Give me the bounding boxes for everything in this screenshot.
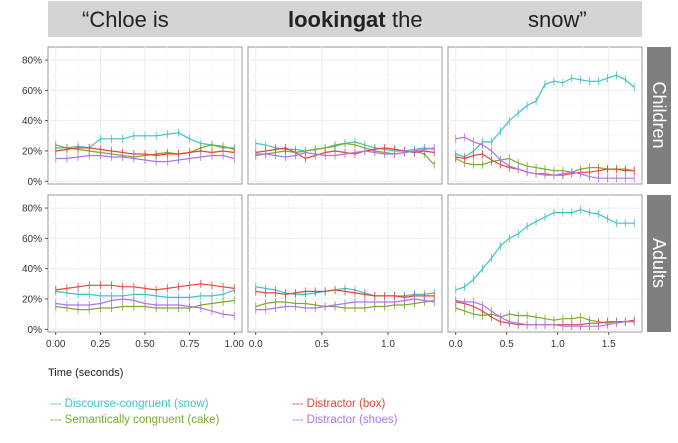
x-tick-label: 0.75 xyxy=(180,339,200,350)
panel-adults-3 xyxy=(447,194,643,333)
series-discourse-congruent-snow xyxy=(455,205,635,294)
legend-item-distractor-shoes: --- Distractor (shoes) xyxy=(292,414,398,426)
legend-item-discourse-congruent: --- Discourse-congruent (snow) xyxy=(50,398,209,410)
series-discourse-congruent-snow xyxy=(455,71,635,162)
x-tick-label: 0.00 xyxy=(46,339,66,350)
x-tick-label: 0.0 xyxy=(249,339,263,350)
x-tick-label: 0.5 xyxy=(500,339,514,350)
legend: --- Discourse-congruent (snow) --- Seman… xyxy=(50,398,398,426)
y-tick-label: 20% xyxy=(22,294,42,305)
panel-background xyxy=(247,46,443,185)
series-distractor-shoes xyxy=(255,143,435,162)
y-tick-label: 60% xyxy=(22,86,42,97)
x-tick-label: 0.25 xyxy=(91,339,111,350)
x-tick-label: 0.5 xyxy=(315,339,329,350)
y-tick-label: 60% xyxy=(22,234,42,245)
y-tick-label: 20% xyxy=(22,146,42,157)
x-tick-label: 1.0 xyxy=(381,339,395,350)
series-distractor-shoes xyxy=(255,294,435,314)
header-word-the: the xyxy=(392,7,423,32)
sentence-header: “Chloe is looking at the snow” xyxy=(48,1,642,37)
x-tick-label: 1.0 xyxy=(551,339,565,350)
facet-strip-adults-label: Adults xyxy=(649,238,669,288)
y-tick-label: 80% xyxy=(22,204,42,215)
series-distractor-shoes xyxy=(55,151,235,166)
chart-panels: 0%20%40%60%80%0%20%40%60%80%0.00 0.25 0.50… xyxy=(22,46,643,350)
y-tick-label: 40% xyxy=(22,264,42,275)
series-distractor-box xyxy=(55,279,235,294)
x-tick-label: 0.0 xyxy=(449,339,463,350)
facet-strip-children-label: Children xyxy=(649,81,669,148)
y-tick-label: 0% xyxy=(28,177,43,188)
series-distractor-shoes xyxy=(455,133,635,183)
x-tick-label: 1.00 xyxy=(225,339,245,350)
legend-item-semantically-congruent: --- Semantically congruent (cake) xyxy=(50,414,220,426)
panel-children-1 xyxy=(47,46,243,185)
header-word-snow: snow” xyxy=(528,7,587,32)
header-word-looking: looking xyxy=(288,7,366,32)
x-tick-label: 1.5 xyxy=(602,339,616,350)
panel-children-2 xyxy=(247,46,443,185)
legend-item-distractor-box: --- Distractor (box) xyxy=(292,398,385,410)
panel-children-3 xyxy=(447,46,643,185)
facet-strip-adults: Adults xyxy=(647,195,671,332)
y-tick-label: 80% xyxy=(22,56,42,67)
x-tick-label: 0.50 xyxy=(135,339,155,350)
panel-background xyxy=(447,46,643,185)
panel-adults-1 xyxy=(47,194,243,333)
header-background xyxy=(48,1,642,37)
panel-adults-2 xyxy=(247,194,443,333)
header-word-at: at xyxy=(366,7,386,32)
series-distractor-shoes xyxy=(55,294,235,320)
y-tick-label: 40% xyxy=(22,116,42,127)
x-axis-title: Time (seconds) xyxy=(48,367,123,379)
y-tick-label: 0% xyxy=(28,325,43,336)
header-word-chloe-is: “Chloe is xyxy=(82,7,169,32)
facet-strip-children: Children xyxy=(647,47,671,184)
panel-background xyxy=(247,194,443,333)
series-distractor-shoes xyxy=(455,296,635,331)
